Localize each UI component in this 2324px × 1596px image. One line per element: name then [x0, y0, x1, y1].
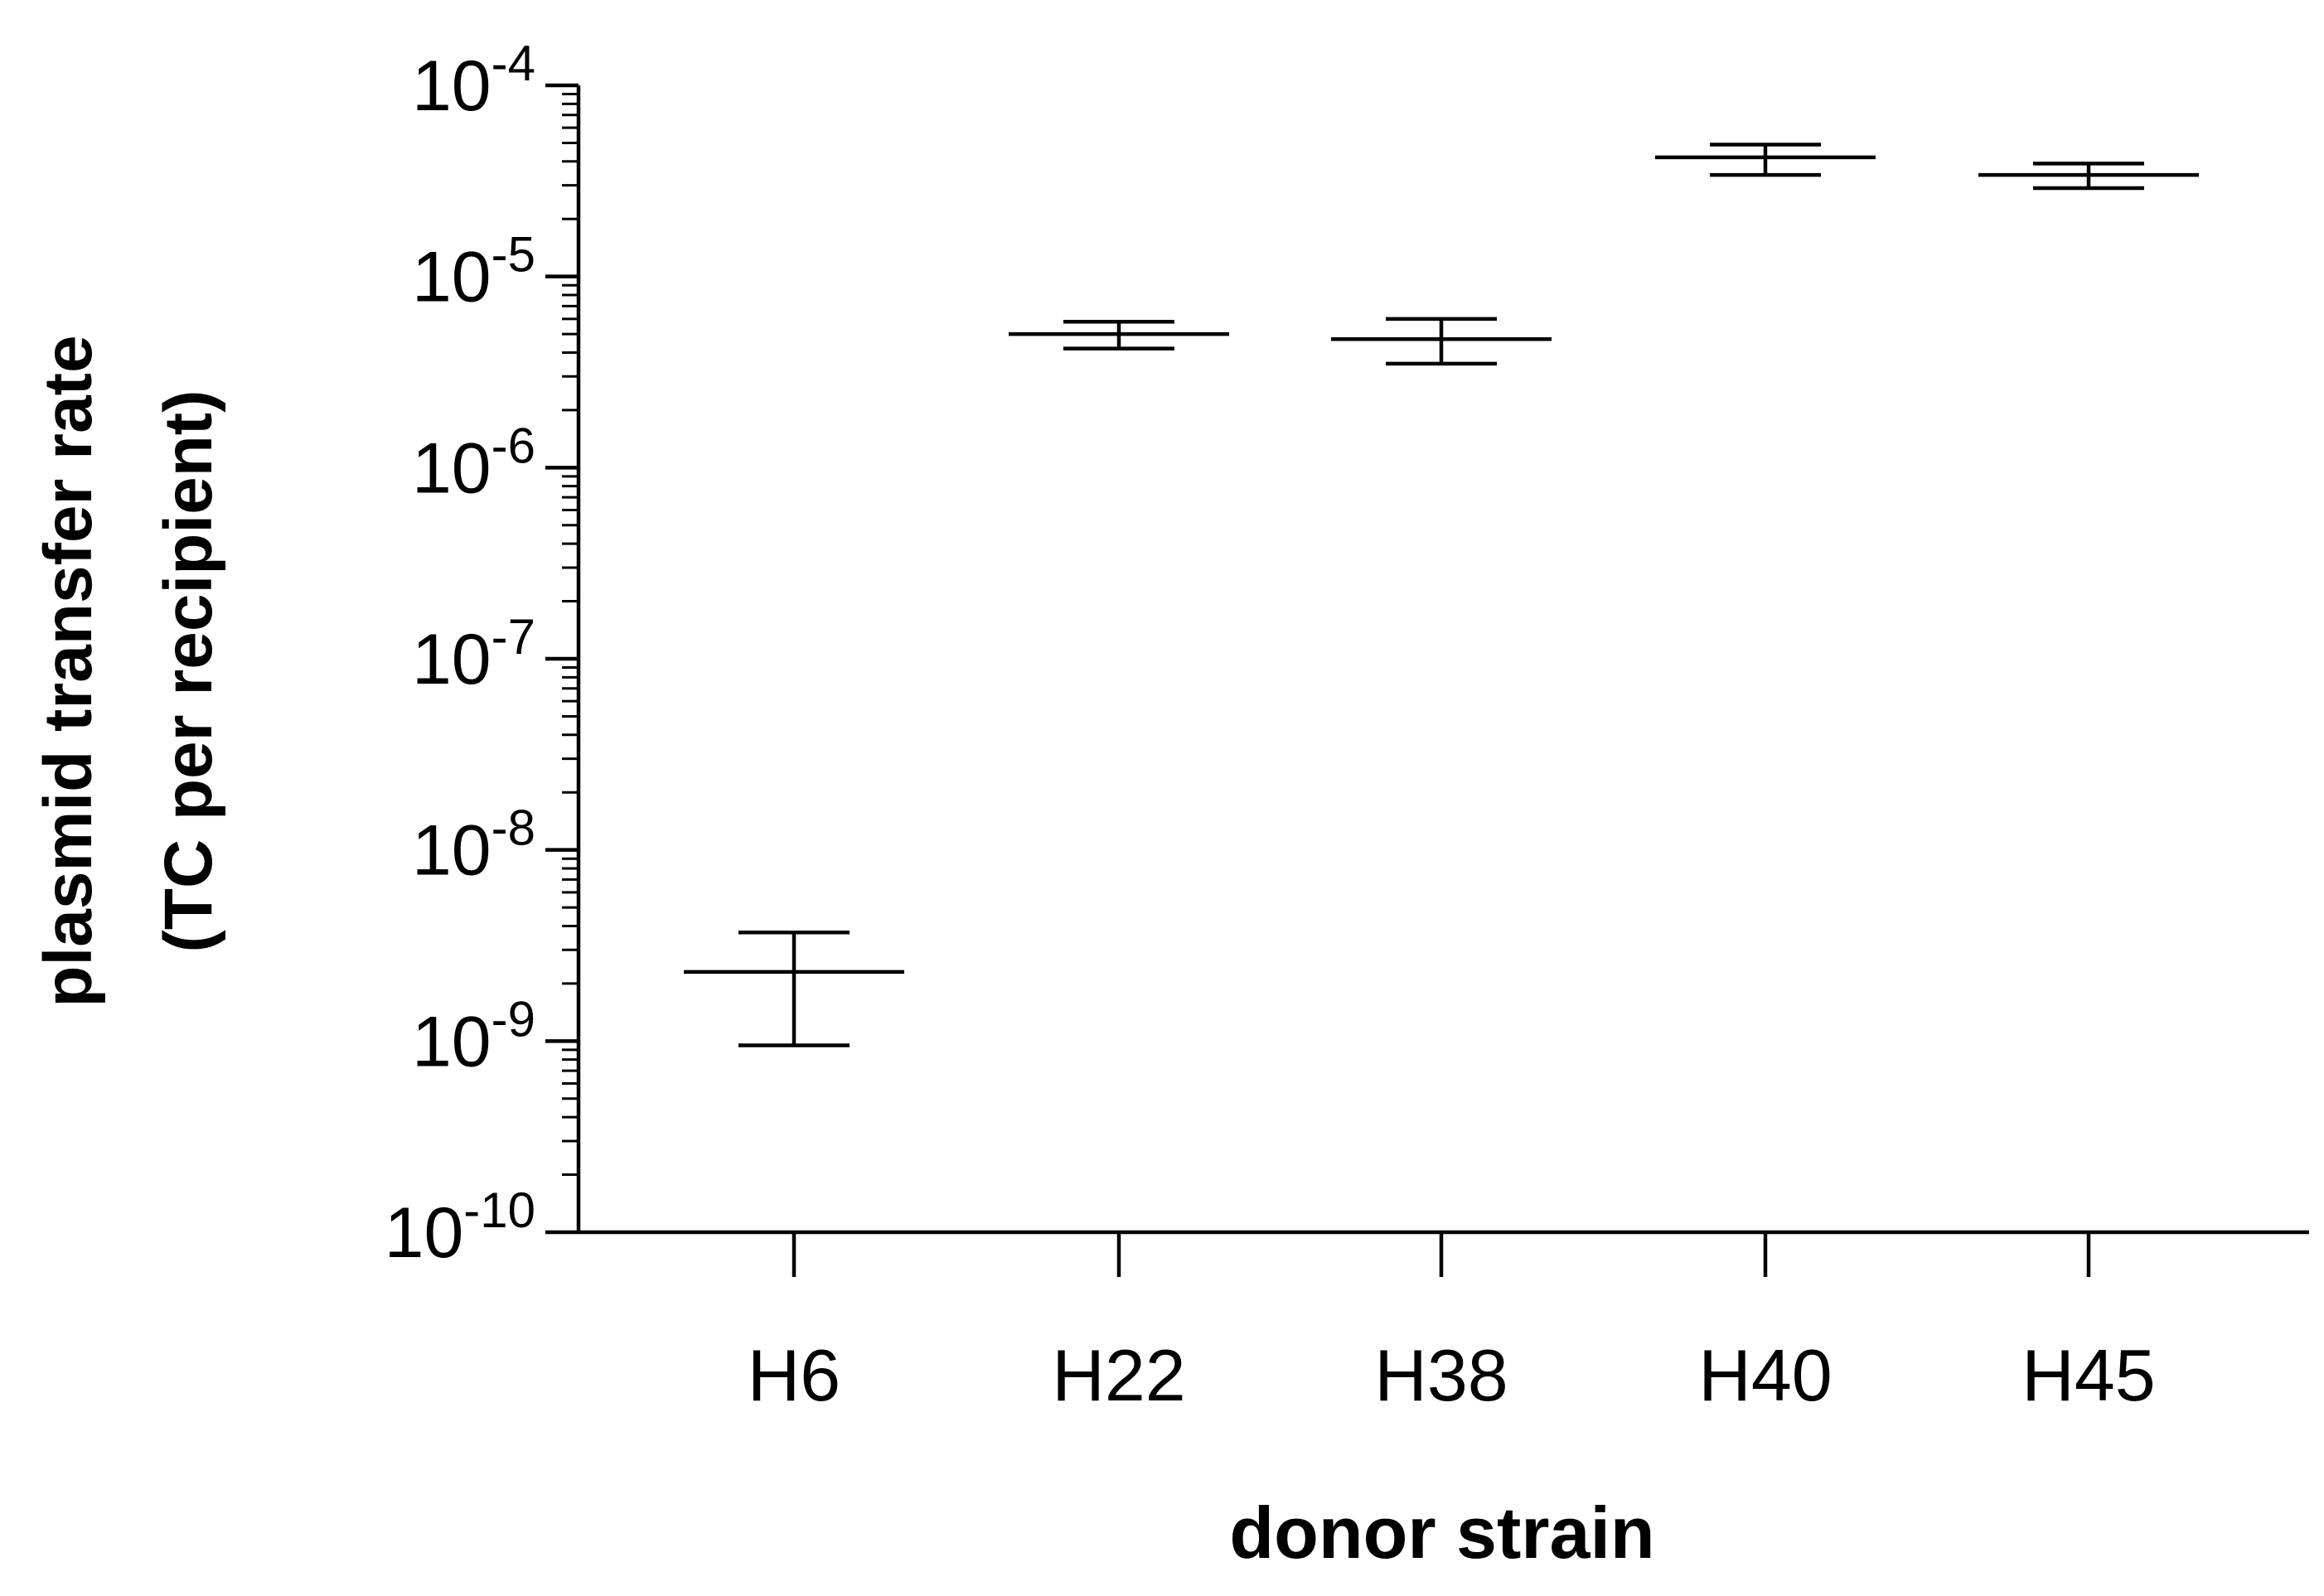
x-tick-label: H6	[748, 1334, 841, 1416]
x-tick-label: H45	[2021, 1334, 2155, 1416]
y-tick-label: 10-7	[412, 609, 535, 699]
y-tick-label-exponent: -10	[463, 1182, 535, 1238]
y-tick-label-base: 10	[412, 1002, 491, 1081]
y-axis-title-line2: (TC per recipient)	[151, 390, 226, 953]
y-tick-label-exponent: -8	[491, 800, 535, 856]
x-tick-label: H38	[1374, 1334, 1508, 1416]
y-tick-label-exponent: -6	[491, 418, 535, 473]
y-tick-label-base: 10	[412, 620, 491, 699]
y-tick-label-base: 10	[412, 811, 491, 891]
y-tick-label: 10-10	[385, 1182, 535, 1273]
y-tick-label-base: 10	[412, 238, 491, 317]
y-tick-label-exponent: -5	[491, 227, 535, 283]
x-tick-label: H22	[1052, 1334, 1185, 1416]
x-axis: H6 H22 H38 H40 H45	[579, 1230, 2309, 1416]
y-tick-label-base: 10	[412, 428, 491, 508]
y-tick-label-base: 10	[412, 46, 491, 126]
y-tick-label-exponent: -4	[491, 36, 535, 91]
x-tick-label: H40	[1698, 1334, 1832, 1416]
y-axis-title-line1: plasmid transfer rate	[31, 335, 106, 1007]
y-tick-label: 10-5	[412, 227, 535, 317]
y-tick-label: 10-6	[412, 418, 535, 508]
data-marks	[684, 143, 2199, 1047]
y-tick-label-exponent: -9	[491, 991, 535, 1047]
y-tick-label: 10-8	[412, 800, 535, 891]
y-tick-label: 10-9	[412, 991, 535, 1081]
y-tick-label: 10-4	[412, 36, 535, 126]
y-tick-label-exponent: -7	[491, 609, 535, 665]
y-axis: 10-410-510-610-710-810-910-10	[385, 36, 581, 1273]
x-axis-title: donor strain	[1229, 1492, 1654, 1574]
y-tick-label-base: 10	[385, 1193, 464, 1273]
